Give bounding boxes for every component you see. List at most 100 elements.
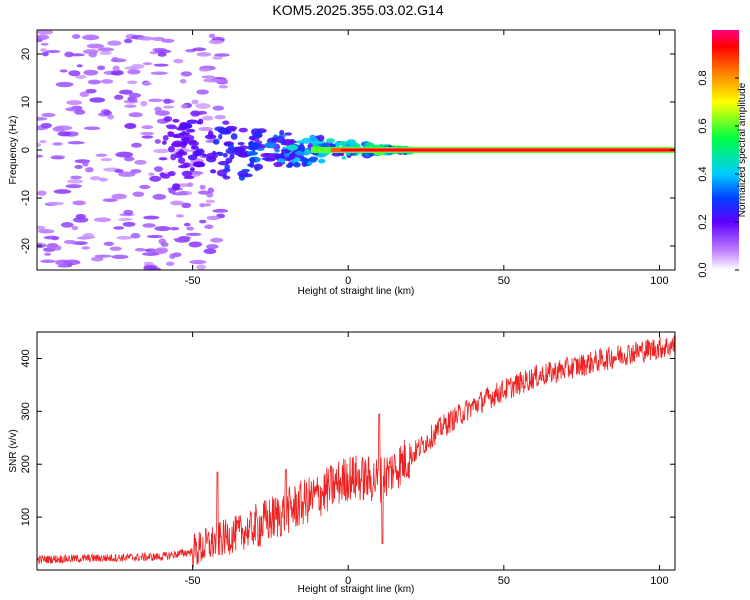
spectrogram-noise-cell — [51, 156, 64, 159]
spectrogram-noise-cell — [141, 125, 153, 129]
spectrogram-cluster-cell — [168, 146, 175, 153]
spectrogram-noise-cell — [189, 241, 203, 247]
spectrogram-noise-cell — [206, 216, 220, 220]
spectrogram-cluster-cell — [168, 131, 173, 134]
spectrogram-noise-cell — [206, 244, 218, 249]
spectrogram-blob — [68, 70, 80, 76]
spectrogram-noise-cell — [139, 185, 150, 189]
spectrogram-noise-cell — [116, 236, 132, 240]
spectrogram-noise-cell — [142, 252, 159, 256]
spectrogram-cluster-cell — [252, 133, 263, 138]
spectrogram-noise-cell — [41, 113, 55, 117]
spectrogram-noise-cell — [209, 40, 224, 45]
spectrogram-noise-cell — [111, 194, 127, 200]
spectrogram-noise-cell — [85, 89, 96, 94]
spectrogram-blob — [193, 161, 205, 167]
spectrogram-x-axis-label: Height of straight line (km) — [298, 286, 415, 297]
spectrogram-noise-cell — [189, 260, 206, 264]
spectrogram-cluster-cell — [218, 161, 229, 165]
spectrogram-noise-cell — [142, 135, 154, 138]
spectrogram-cluster-cell — [168, 171, 176, 176]
spectrogram-noise-cell — [124, 66, 139, 69]
spectrogram-noise-cell — [192, 47, 206, 51]
spectrogram-plot: -50 0 50 100 -20 -10 0 10 20 Height of straight… — [8, 29, 675, 297]
spectrogram-noise-cell — [94, 217, 111, 222]
spectrogram-noise-cell — [88, 80, 101, 85]
spectrogram-noise-cell — [52, 142, 63, 145]
spectrogram-noise-cell — [191, 100, 198, 105]
spectrogram-noise-cell — [133, 191, 145, 196]
spectrogram-noise-cell — [155, 110, 170, 116]
spectrogram-noise-cell — [199, 68, 210, 72]
spectrogram-cluster-cell — [287, 140, 296, 144]
spectrogram-blob — [47, 243, 59, 249]
spectrogram-noise-cell — [181, 71, 192, 76]
spectrogram-noise-cell — [97, 66, 105, 71]
spectrogram-noise-cell — [58, 131, 71, 136]
spectrogram-noise-cell — [114, 95, 124, 100]
spectrogram-x-tick-label: -50 — [185, 275, 201, 287]
spectrogram-noise-cell — [83, 233, 94, 237]
spectrogram-noise-cell — [154, 166, 163, 172]
spectrogram-cluster-cell — [172, 183, 180, 190]
spectrogram-noise-cell — [123, 210, 133, 216]
spectrogram-cluster-cell — [167, 126, 178, 129]
spectrogram-cluster-cell — [163, 135, 169, 141]
spectrogram-cluster-cell — [256, 128, 266, 133]
spectrogram-x-tick-label: 100 — [650, 275, 668, 287]
spectrogram-cluster-cell — [254, 164, 264, 170]
spectrogram-noise-cell — [37, 190, 47, 196]
spectrogram-noise-cell — [127, 69, 140, 74]
spectrogram-cluster-cell — [222, 121, 229, 125]
chart-title: KOM5.2025.355.03.02.G14 — [272, 2, 443, 18]
spectrogram-cluster-cell — [189, 141, 199, 146]
spectrogram-noise-cell — [202, 75, 216, 78]
spectrogram-blob — [218, 128, 230, 134]
spectrogram-noise-cell — [89, 97, 105, 102]
spectrogram-noise-cell — [60, 69, 68, 72]
spectrogram-cluster-cell — [198, 118, 203, 124]
spectrogram-noise-cell — [128, 97, 138, 102]
spectrogram-noise-cell — [154, 226, 171, 231]
spectrogram-cluster-cell — [206, 156, 216, 162]
spectrogram-cluster-cell — [304, 149, 310, 156]
spectrogram-cluster-cell — [342, 156, 347, 159]
spectrogram-noise-cell — [95, 154, 107, 157]
colorbar-tick-label: 0.0 — [697, 262, 709, 277]
spectrogram-noise-cell — [210, 238, 223, 243]
spectrogram-noise-cell — [68, 141, 85, 144]
spectrogram-cluster-cell — [309, 135, 316, 142]
spectrogram-cluster-cell — [286, 164, 293, 168]
spectrogram-noise-cell — [166, 262, 175, 266]
spectrogram-noise-cell — [124, 104, 137, 108]
snr-series-line — [37, 336, 675, 569]
spectrogram-noise-cell — [202, 116, 213, 121]
spectrogram-noise-cell — [113, 226, 124, 229]
spectrogram-noise-cell — [46, 202, 64, 206]
spectrogram-noise-cell — [153, 149, 170, 153]
spectrogram-heatmap — [29, 29, 675, 271]
spectrogram-noise-cell — [140, 101, 147, 107]
spectrogram-blob — [124, 123, 136, 129]
spectrogram-noise-cell — [77, 64, 83, 67]
spectrogram-noise-cell — [199, 220, 206, 224]
spectrogram-noise-cell — [82, 246, 90, 249]
spectrogram-cluster-cell — [326, 138, 335, 143]
spectrogram-x-tick-label: 50 — [498, 275, 510, 287]
spectrogram-cluster-cell — [239, 128, 248, 133]
spectrogram-noise-cell — [55, 125, 73, 130]
spectrogram-noise-cell — [115, 152, 133, 158]
spectrogram-cluster-cell — [223, 153, 228, 158]
spectrogram-noise-cell — [64, 240, 76, 244]
spectrogram-cluster-cell — [210, 169, 216, 173]
colorbar-gradient — [712, 30, 739, 270]
spectrogram-noise-cell — [84, 127, 101, 130]
spectrogram-noise-cell — [41, 123, 53, 128]
spectrogram-noise-cell — [170, 227, 180, 230]
tonal-band-core — [341, 149, 675, 151]
spectrogram-noise-cell — [143, 216, 159, 220]
spectrogram-noise-cell — [95, 255, 112, 258]
spectrogram-noise-cell — [85, 167, 94, 172]
snr-x-axis-label: Height of straight line (km) — [298, 584, 415, 595]
spectrogram-noise-cell — [34, 143, 41, 147]
